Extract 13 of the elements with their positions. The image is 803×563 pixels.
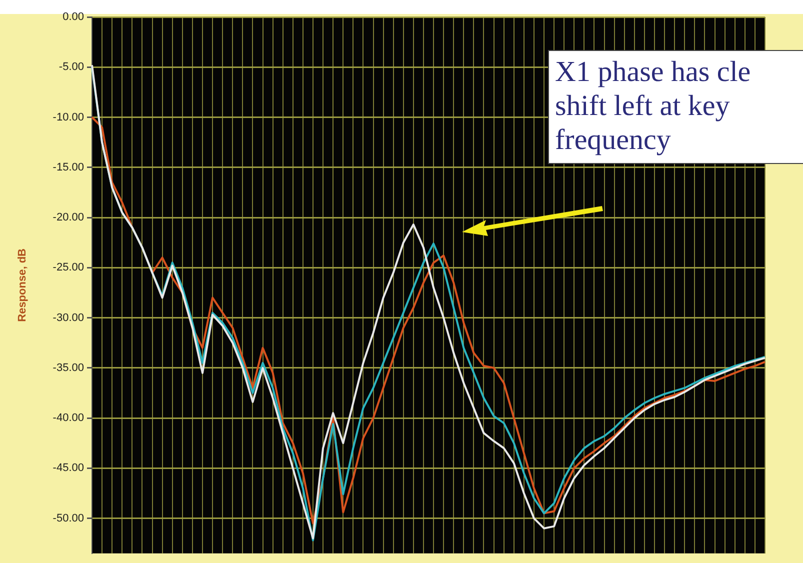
annotation: X1 phase has cle shift left at key frequency <box>548 50 803 164</box>
y-tick-label: -40.00 <box>52 412 84 424</box>
y-tick-label: -5.00 <box>58 61 84 74</box>
y-tick-label: -50.00 <box>52 512 84 524</box>
y-tick-label: -15.00 <box>52 161 84 174</box>
y-tick-label: -25.00 <box>52 262 84 274</box>
y-tick-label: -45.00 <box>52 462 84 474</box>
y-axis-title: Response, dB <box>16 248 29 322</box>
y-tick-label: -10.00 <box>52 111 84 124</box>
y-tick-label: -30.00 <box>52 312 84 324</box>
y-tick-label: 0.00 <box>62 11 84 24</box>
y-tick-label: -20.00 <box>52 212 84 224</box>
y-tick-label: -35.00 <box>52 362 84 374</box>
